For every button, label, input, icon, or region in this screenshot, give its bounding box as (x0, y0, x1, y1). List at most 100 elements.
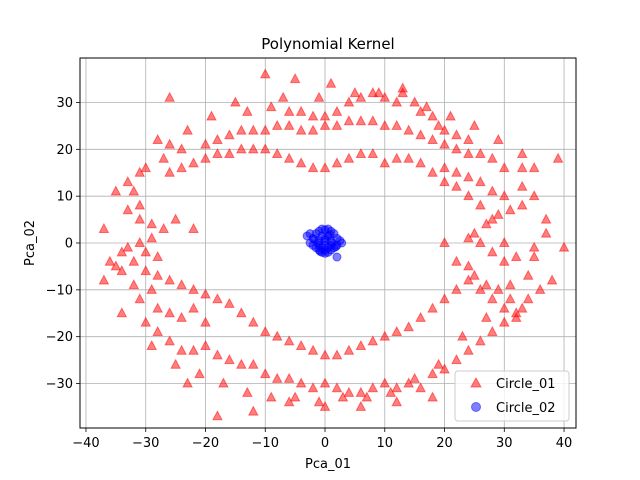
scatter-point (140, 316, 152, 327)
scatter-point (361, 391, 373, 402)
scatter-point (373, 87, 385, 98)
chart-title: Polynomial Kernel (261, 35, 394, 53)
scatter-point (463, 190, 474, 201)
x-tick-label: −20 (192, 436, 219, 451)
scatter-point (498, 236, 510, 247)
scatter-point (337, 238, 347, 248)
scatter-point (182, 124, 193, 135)
scatter-point (475, 147, 486, 159)
scatter-point (355, 339, 367, 351)
scatter-point (164, 166, 175, 177)
scatter-point (391, 152, 403, 163)
scatter-point (271, 147, 283, 159)
scatter-point (367, 335, 379, 346)
scatter-point (457, 330, 468, 341)
scatter-point (439, 138, 450, 149)
scatter-point (146, 339, 158, 351)
scatter-point (355, 147, 367, 159)
scatter-point (247, 316, 259, 327)
scatter-point (522, 269, 534, 280)
scatter-point (319, 161, 331, 173)
scatter-point (200, 288, 211, 299)
scatter-point (164, 335, 175, 346)
scatter-point (152, 302, 164, 313)
scatter-point (122, 176, 134, 187)
scatter-point (516, 302, 528, 313)
scatter-point (475, 236, 486, 247)
scatter-point (170, 213, 181, 224)
scatter-point (176, 143, 187, 154)
scatter-point (498, 302, 510, 313)
scatter-point (516, 199, 528, 210)
scatter-point (319, 349, 331, 360)
scatter-point (379, 377, 391, 388)
scatter-point (355, 400, 367, 411)
scatter-point (349, 87, 361, 98)
scatter-point (188, 283, 199, 294)
scatter-point (320, 233, 330, 243)
scatter-point (343, 152, 355, 163)
scatter-point (463, 171, 474, 182)
y-tick-label: −10 (46, 283, 73, 298)
scatter-point (188, 222, 199, 233)
scatter-point (451, 255, 462, 266)
axis-ticks: −40 −30 −20 −10 0 10 20 30 40 −30 −20 −10 0 10 20 30 (46, 96, 573, 451)
scatter-point (415, 129, 426, 140)
scatter-point (475, 283, 486, 294)
y-tick-label: 20 (56, 143, 73, 158)
scatter-point (200, 316, 211, 327)
scatter-point (343, 386, 355, 397)
scatter-point (265, 391, 277, 402)
scatter-point (445, 110, 456, 121)
legend-marker-circle-01 (470, 376, 482, 388)
scatter-point (188, 302, 199, 313)
scatter-point (295, 105, 307, 116)
scatter-point (152, 250, 164, 262)
scatter-point (140, 265, 152, 276)
scatter-point (289, 73, 301, 84)
data-points (98, 68, 570, 421)
scatter-point (528, 190, 540, 201)
legend: Circle_01 Circle_02 (454, 370, 570, 422)
scatter-point (200, 152, 211, 163)
scatter-point (259, 124, 271, 135)
legend-label-circle-02: Circle_02 (496, 401, 556, 416)
scatter-point (307, 124, 319, 135)
scatter-point (498, 190, 510, 201)
scatter-point (146, 283, 158, 294)
scatter-point (451, 354, 462, 365)
scatter-point (259, 325, 271, 336)
scatter-point (552, 152, 564, 163)
scatter-point (433, 119, 444, 130)
y-tick-label: 10 (56, 190, 73, 205)
scatter-point (289, 391, 301, 402)
scatter-point (247, 143, 259, 154)
scatter-point (528, 161, 540, 173)
scatter-point (176, 344, 187, 355)
scatter-point (528, 241, 540, 252)
legend-label-circle-01: Circle_01 (496, 377, 556, 392)
scatter-point (212, 410, 223, 421)
scatter-point (224, 129, 235, 140)
scatter-point (188, 157, 199, 168)
scatter-point (510, 250, 522, 262)
scatter-point (320, 245, 330, 255)
scatter-point (319, 377, 331, 388)
scatter-point (504, 204, 516, 215)
scatter-point (313, 238, 323, 248)
scatter-point (409, 372, 420, 383)
scatter-point (343, 96, 355, 107)
x-tick-label: 0 (321, 436, 329, 451)
scatter-point (325, 77, 337, 88)
scatter-point (164, 307, 175, 318)
scatter-point (200, 138, 211, 149)
scatter-point (510, 311, 522, 322)
scatter-point (558, 241, 570, 252)
scatter-point (283, 119, 295, 130)
scatter-point (504, 293, 516, 304)
scatter-point (122, 241, 134, 252)
scatter-point (158, 222, 169, 233)
scatter-point (146, 232, 158, 243)
scatter-point (134, 166, 146, 177)
scatter-point (469, 119, 480, 130)
